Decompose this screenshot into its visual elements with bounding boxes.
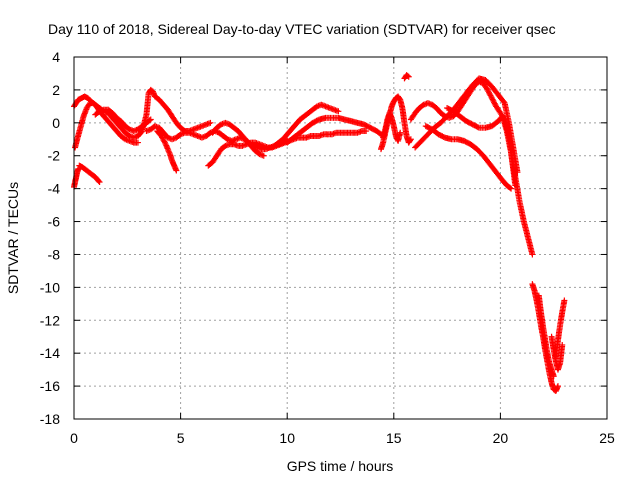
series-arc-j — [271, 101, 342, 149]
series-trace — [380, 111, 403, 143]
y-tick-label: -18 — [40, 411, 60, 427]
series-arc-i — [209, 119, 267, 159]
series-arc-n — [401, 72, 412, 82]
series-trace — [402, 72, 411, 81]
series-trace — [285, 114, 386, 145]
series-trace — [71, 167, 81, 189]
x-tick-label: 0 — [70, 430, 78, 446]
series-trace — [445, 105, 535, 256]
series-arc-e — [76, 162, 103, 186]
chart-title: Day 110 of 2018, Sidereal Day-to-day VTE… — [48, 21, 556, 37]
plot-frame — [73, 56, 608, 420]
y-tick-label: 2 — [52, 82, 60, 98]
y-tick-label: -6 — [48, 214, 61, 230]
y-tick-label: 4 — [52, 49, 60, 65]
series-arc-g — [154, 128, 180, 174]
y-tick-label: -14 — [40, 345, 60, 361]
y-axis-label: SDTVAR / TECUs — [5, 182, 21, 294]
y-tick-label: -4 — [48, 181, 61, 197]
series-trace — [77, 163, 102, 185]
x-tick-label: 15 — [386, 430, 402, 446]
series-arc-v — [552, 297, 568, 360]
x-axis-label: GPS time / hours — [287, 458, 394, 474]
x-tick-label: 5 — [177, 430, 185, 446]
y-tick-label: -8 — [48, 246, 61, 262]
series-trace — [72, 100, 140, 150]
series-arc-b — [72, 100, 141, 151]
data-points — [71, 72, 568, 395]
x-tick-label: 20 — [493, 430, 509, 446]
series-trace — [93, 106, 153, 134]
series-trace — [155, 129, 179, 173]
series-arc-h — [205, 128, 370, 169]
y-tick-label: -16 — [40, 378, 60, 394]
series-trace — [210, 120, 266, 159]
x-tick-label: 10 — [279, 430, 295, 446]
series-trace — [536, 294, 557, 378]
series-trace — [272, 102, 340, 148]
series-arc-c — [92, 106, 154, 135]
series-arc-r — [444, 105, 536, 258]
series-arc-t — [535, 292, 557, 380]
y-tick-label: -12 — [40, 312, 60, 328]
y-tick-label: -2 — [48, 148, 61, 164]
y-tick-label: 0 — [52, 115, 60, 131]
series-arc-d — [71, 165, 82, 190]
series-arc-m — [380, 109, 404, 144]
series-arc-q — [422, 123, 515, 192]
x-tick-label: 25 — [599, 430, 615, 446]
series-trace — [424, 123, 513, 191]
series-trace — [553, 299, 568, 358]
y-tick-label: -10 — [40, 279, 60, 295]
